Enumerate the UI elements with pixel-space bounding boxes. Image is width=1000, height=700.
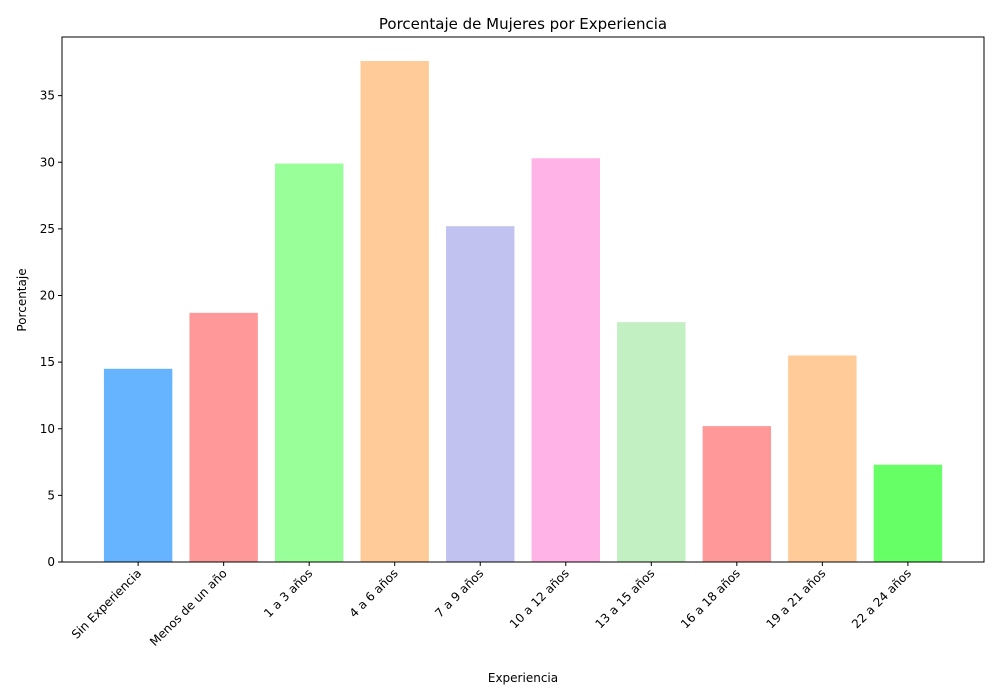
y-tick-label-1: 5 <box>47 488 55 502</box>
y-tick-label-2: 10 <box>40 422 55 436</box>
bar-0 <box>103 368 173 562</box>
bar-8 <box>788 355 857 562</box>
y-tick-label-7: 35 <box>40 89 55 103</box>
y-axis-title: Porcentaje <box>15 268 29 331</box>
x-tick-label-2: 1 a 3 años <box>261 566 315 620</box>
x-tick-label-3: 4 a 6 años <box>347 566 401 620</box>
x-tick-label-8: 19 a 21 años <box>763 566 828 631</box>
bar-9 <box>873 464 943 562</box>
y-axis: 0 5 10 15 20 25 30 35 <box>40 89 62 569</box>
bar-4 <box>446 226 515 562</box>
plot-frame <box>61 36 985 563</box>
x-tick-label-4: 7 a 9 años <box>432 566 486 620</box>
bar-5 <box>531 158 600 562</box>
y-tick-label-6: 30 <box>40 155 55 169</box>
bar-2 <box>274 163 344 562</box>
bar-6 <box>617 322 686 562</box>
bar-7 <box>702 426 772 562</box>
x-axis: Sin Experiencia Menos de un año 1 a 3 años… <box>69 562 914 649</box>
x-tick-label-1: Menos de un año <box>147 566 230 649</box>
x-tick-label-9: 22 a 24 años <box>849 566 914 631</box>
y-tick-label-0: 0 <box>47 555 55 569</box>
y-tick-label-4: 20 <box>40 289 55 303</box>
y-tick-label-5: 25 <box>40 222 55 236</box>
chart-title: Porcentaje de Mujeres por Experiencia <box>379 15 667 33</box>
x-tick-label-6: 13 a 15 años <box>592 566 657 631</box>
x-tick-label-5: 10 a 12 años <box>507 566 572 631</box>
bars-group <box>103 60 943 562</box>
y-tick-label-3: 15 <box>40 355 55 369</box>
x-axis-title: Experiencia <box>488 671 558 685</box>
bar-1 <box>189 312 258 562</box>
x-tick-label-0: Sin Experiencia <box>69 566 144 641</box>
x-tick-label-7: 16 a 18 años <box>678 566 743 631</box>
bar-3 <box>360 60 429 562</box>
